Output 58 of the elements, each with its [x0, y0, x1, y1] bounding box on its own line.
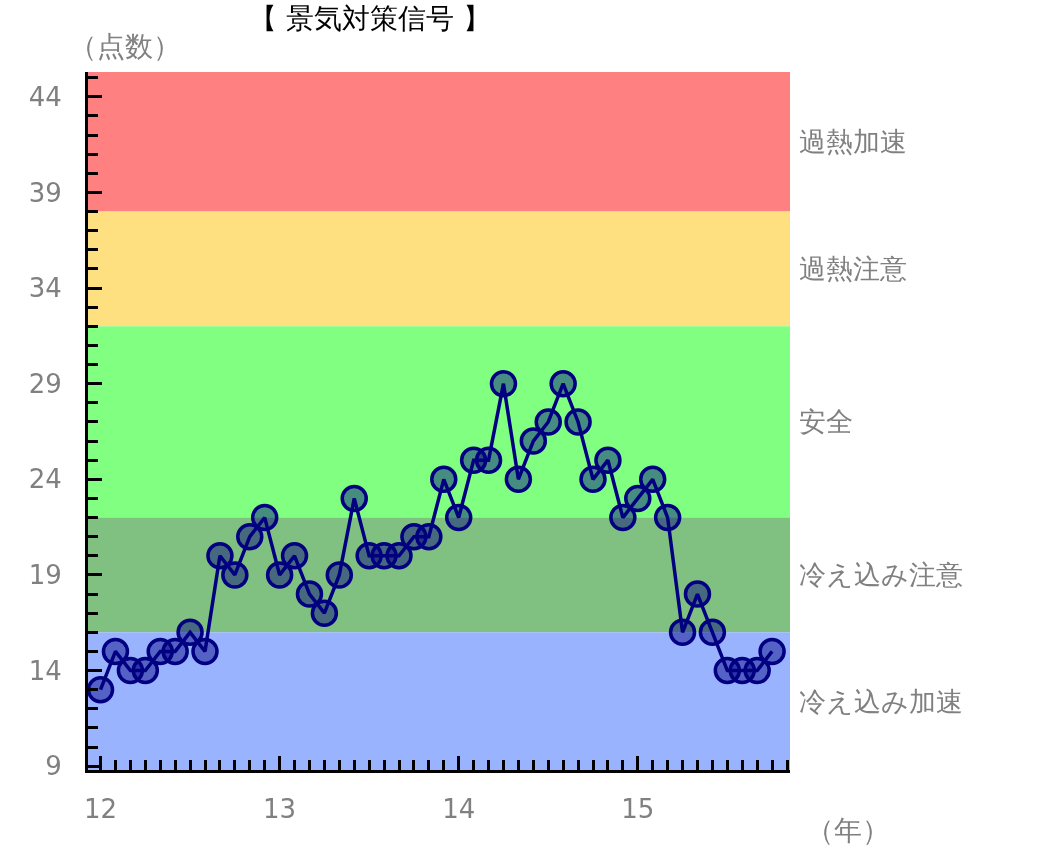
y-tick-label: 9: [45, 751, 62, 782]
point: [534, 408, 562, 436]
point: [221, 561, 249, 589]
x-tick-label: 12: [83, 794, 118, 825]
x-axis-title: （年）: [806, 814, 890, 847]
point: [698, 618, 727, 647]
y-tick-label: 44: [28, 81, 62, 112]
point: [176, 618, 204, 647]
point: [668, 618, 697, 647]
point: [743, 656, 771, 685]
y-tick-label: 19: [28, 560, 62, 591]
band-label: 過熱注意: [799, 253, 907, 284]
point: [340, 484, 368, 513]
y-tick-label: 24: [28, 464, 62, 495]
y-tick-label: 14: [28, 655, 62, 686]
point: [310, 599, 339, 627]
point: [594, 446, 622, 474]
point: [415, 522, 443, 551]
band-label: 過熱加速: [799, 126, 907, 157]
point: [683, 580, 712, 608]
y-tick-label: 34: [28, 273, 62, 304]
point: [236, 522, 264, 551]
chart-title: 【 景気対策信号 】: [249, 2, 491, 36]
point: [444, 503, 473, 532]
point: [653, 503, 682, 532]
y-axis-title: （点数）: [69, 30, 181, 63]
point: [250, 503, 279, 532]
point: [325, 561, 354, 589]
point: [624, 484, 652, 513]
point: [280, 542, 309, 570]
point: [161, 637, 189, 666]
point: [385, 542, 413, 570]
point: [579, 465, 607, 494]
y-tick-label: 39: [28, 177, 62, 208]
point: [638, 465, 667, 494]
point: [86, 675, 115, 704]
point: [430, 465, 458, 494]
x-tick-label: 15: [621, 794, 655, 825]
point: [265, 561, 294, 589]
point: [295, 580, 324, 608]
band-label: 冷え込み注意: [799, 559, 963, 590]
x-tick-label: 14: [442, 794, 476, 825]
band-label: 冷え込み加速: [799, 686, 963, 717]
point: [758, 637, 786, 666]
x-tick-label: 13: [263, 794, 297, 825]
point: [206, 542, 234, 570]
point: [504, 465, 533, 494]
point: [101, 637, 130, 666]
point: [564, 408, 592, 436]
point: [489, 369, 518, 398]
point: [131, 656, 160, 685]
y-tick-label: 29: [28, 368, 62, 399]
point: [474, 446, 503, 474]
point: [609, 503, 637, 532]
point: [549, 369, 577, 398]
point: [519, 427, 548, 455]
point: [191, 637, 219, 666]
band-label: 安全: [799, 406, 853, 437]
